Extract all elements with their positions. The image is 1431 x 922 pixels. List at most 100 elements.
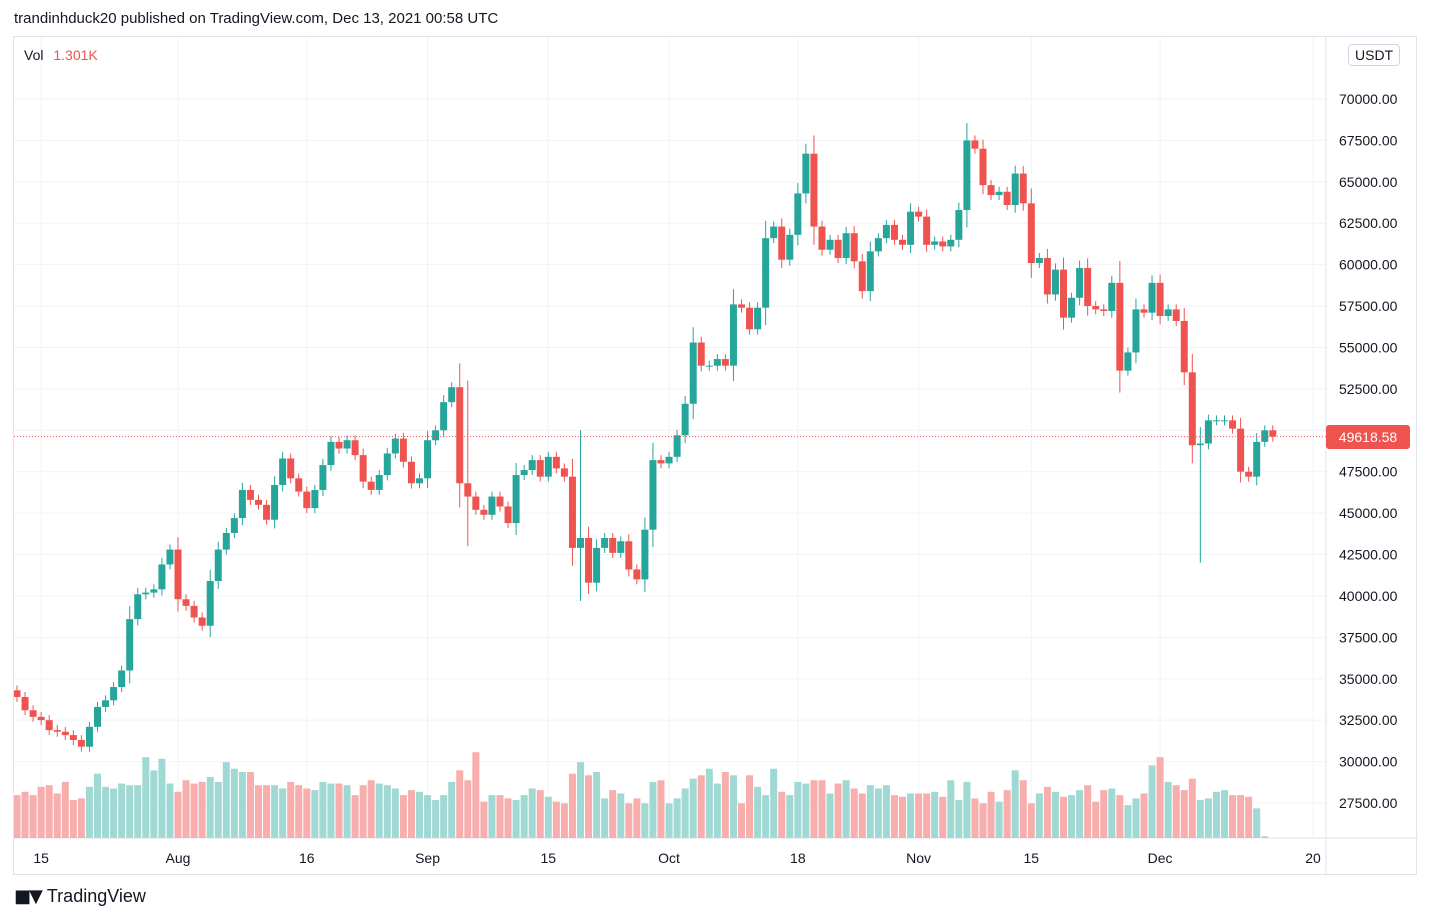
volume-bar [1108,788,1116,838]
candle-body [987,185,995,196]
volume-bar [407,790,415,838]
volume-bar [424,795,432,838]
volume-bar [271,785,279,838]
volume-bar [609,790,617,838]
candle-body [1116,282,1124,371]
candle-body [77,740,85,747]
y-tick-label: 70000.00 [1339,91,1398,107]
volume-bar [552,801,560,838]
volume-bar [1261,836,1269,838]
volume-bar [1100,790,1108,838]
candle-body [367,481,375,490]
candle-body [142,592,150,595]
candle-body [94,706,101,727]
volume-bar [907,793,915,838]
candle-body [1068,297,1076,318]
y-tick-label: 55000.00 [1339,339,1398,355]
candle-body [609,537,617,553]
volume-bar [1060,796,1067,838]
candle-body [963,140,971,210]
candle-body [552,456,560,469]
volume-bar [319,781,327,838]
candle-body [1124,352,1132,371]
candle-body [746,307,754,330]
candle-body [705,365,713,367]
y-tick-label: 65000.00 [1339,174,1398,190]
volume-bar [633,798,641,838]
volume-bar [383,785,391,838]
volume-bar [528,788,536,838]
candle-body [810,153,818,227]
x-tick-label: Sep [415,850,440,866]
candle-body [1253,441,1261,477]
volume-bar [649,781,657,838]
candle-body [110,687,118,701]
candle-body [29,710,37,717]
candle-body [858,261,866,292]
candle-body [1204,420,1212,444]
candle-body [520,470,528,476]
volume-bar [134,785,142,838]
candle-body [923,216,931,245]
price-chart[interactable]: 27500.00 30000.00 32500.00 35000.00 37500.00… [14,37,1418,876]
candle-body [633,569,641,580]
chart-frame[interactable]: 27500.00 30000.00 32500.00 35000.00 37500.00… [13,36,1418,876]
volume-bar [963,781,971,838]
candle-body [102,700,110,707]
volume-bar [834,783,842,838]
candle-body [874,238,882,252]
volume-bar [222,762,230,838]
volume-bar [166,783,174,838]
candle-body [295,478,303,492]
candle-body [1084,267,1092,307]
candle-body [1076,267,1084,298]
volume-bar [214,781,222,838]
volume-bar [174,791,182,838]
candle-body [1269,430,1277,437]
candle-body [126,619,134,671]
volume-bar [1212,791,1220,838]
candle-body [1245,471,1253,477]
volume-bar [544,796,552,838]
candle-body [472,496,480,510]
volume-bar [488,795,496,838]
candle-body [673,435,681,457]
candle-body [190,605,198,618]
candle-body [947,239,955,247]
volume-bar [923,793,931,838]
tradingview-brand[interactable]: ■▼ TradingView [14,886,146,907]
candle-body [480,509,488,515]
volume-bar [512,800,520,838]
volume-bar [1196,800,1204,838]
volume-bar [665,803,673,838]
candle-body [1011,173,1019,206]
candle-body [729,304,737,366]
candle-body [53,730,61,732]
volume-bar [327,783,335,838]
volume-bar [947,780,955,838]
candle-body [866,251,874,292]
volume-bar [536,790,544,838]
candle-body [206,581,214,626]
candle-body [311,489,319,509]
volume-bar [85,786,93,838]
x-tick-label: 18 [790,850,806,866]
volume-bar [448,781,456,838]
candle-body [1212,420,1220,422]
candle-body [432,430,440,441]
volume-bar [391,788,399,838]
volume-bar [295,785,303,838]
volume-bar [770,768,778,838]
x-tick-label: 15 [1024,850,1040,866]
candle-body [327,441,335,466]
candle-body [61,731,69,736]
volume-bar [987,791,995,838]
currency-tag[interactable]: USDT [1348,44,1401,66]
candle-body [1051,269,1059,295]
candle-body [778,226,786,260]
candle-body [166,549,174,565]
volume-bar [673,798,681,838]
volume-bar [1003,790,1011,838]
volume-bar [971,798,979,838]
volume-bar [1204,798,1212,838]
